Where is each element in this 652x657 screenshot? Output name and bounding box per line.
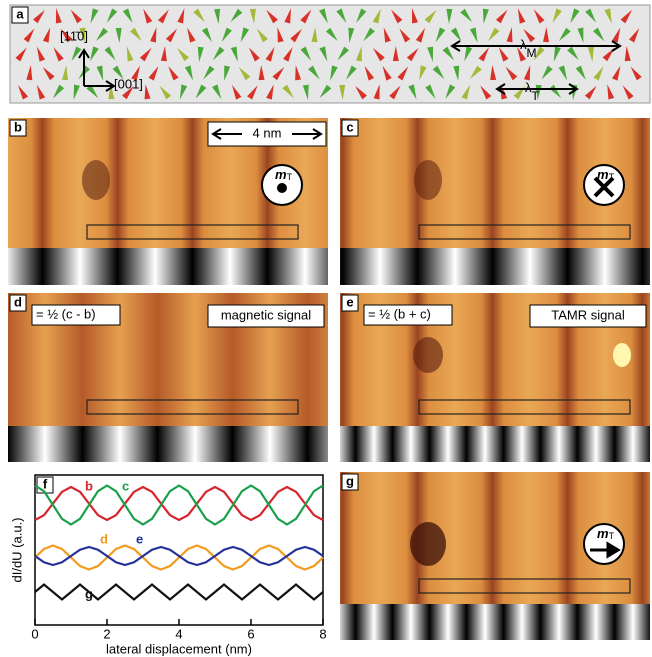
direction-label: [001] — [114, 76, 143, 91]
panel-label: a — [16, 6, 24, 21]
x-tick-label: 4 — [175, 626, 182, 641]
panel-label: b — [14, 119, 22, 134]
panel-d: d = ½ (c - b) magnetic signal — [8, 293, 328, 462]
line-profile-strip — [340, 248, 650, 285]
panel-b: b 4 nm mT — [8, 118, 328, 285]
bright-spot — [613, 343, 631, 367]
line-profile-strip — [340, 426, 650, 462]
panel-label: g — [346, 473, 354, 488]
scale-label: 4 nm — [253, 125, 282, 140]
series-label: d — [100, 531, 108, 546]
defect — [82, 160, 110, 200]
panel-e: e = ½ (b + c) TAMR signal — [340, 293, 650, 462]
direction-label: [11̄0] — [60, 28, 88, 43]
panel-label: f — [43, 476, 48, 491]
x-tick-label: 2 — [103, 626, 110, 641]
line-profile-strip — [8, 426, 328, 462]
panel-label: c — [346, 119, 353, 134]
signal-label: TAMR signal — [551, 307, 625, 322]
m-subscript: T — [287, 172, 293, 182]
m-symbol: m — [275, 167, 287, 182]
out-of-plane-dot — [277, 183, 287, 193]
panel-f: f 0 2 4 6 8 lateral displacement (nm) dI/dU (a.… — [9, 475, 326, 656]
line-profile-strip — [8, 248, 328, 285]
figure: a [11̄0] [001] λM λT b4 nmmTcmTd= ½ (c -… — [0, 0, 652, 657]
x-tick-label: 8 — [319, 626, 326, 641]
panel-label: d — [14, 294, 22, 309]
x-axis-label: lateral displacement (nm) — [106, 641, 252, 656]
series-label: b — [85, 478, 93, 493]
formula: = ½ (b + c) — [368, 306, 431, 321]
panel-c: c mT — [340, 118, 650, 285]
series-label: c — [122, 478, 129, 493]
defect — [413, 337, 443, 373]
x-tick-label: 0 — [31, 626, 38, 641]
x-tick-label: 6 — [247, 626, 254, 641]
lambda-subscript: M — [527, 46, 537, 60]
y-axis-label: dI/dU (a.u.) — [9, 517, 24, 582]
m-symbol: m — [597, 167, 609, 182]
m-symbol: m — [597, 526, 609, 541]
m-subscript: T — [609, 531, 615, 541]
m-subscript: T — [609, 172, 615, 182]
panel-label: e — [346, 294, 353, 309]
series-label: g — [85, 586, 93, 601]
lambda-subscript: T — [532, 89, 540, 103]
defect — [414, 160, 442, 200]
signal-label: magnetic signal — [221, 307, 311, 322]
formula: = ½ (c - b) — [36, 306, 96, 321]
line-profile-strip — [340, 604, 650, 640]
panel-g: g mT — [340, 472, 650, 640]
defect — [410, 522, 446, 566]
series-label: e — [136, 531, 143, 546]
